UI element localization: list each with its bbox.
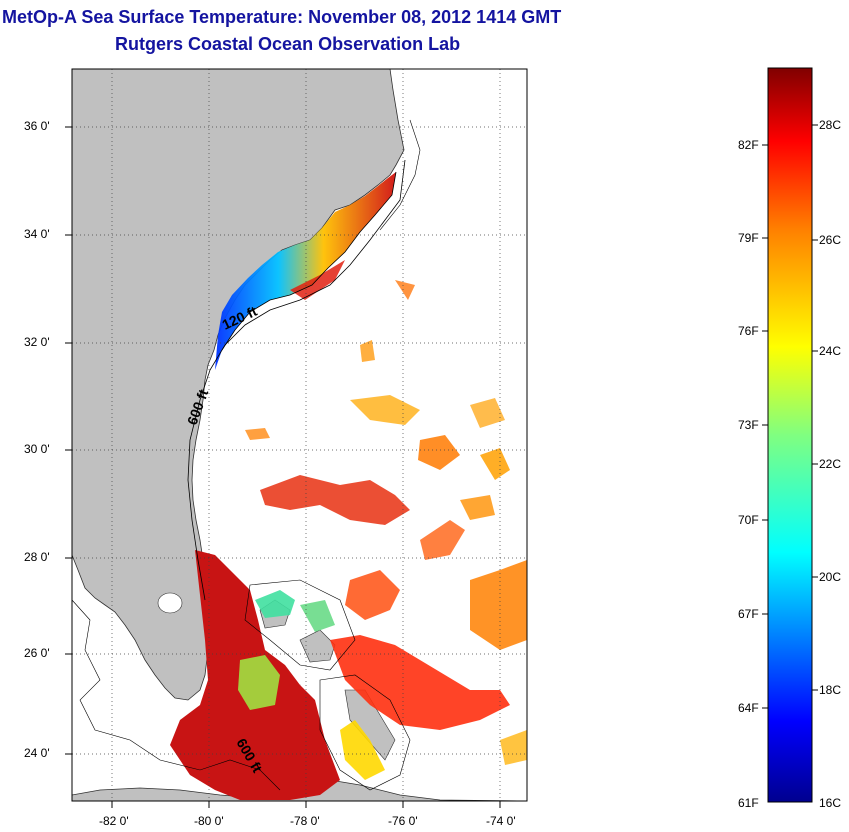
colorbar-c-label: 26C [819, 233, 842, 247]
colorbar-c-label: 16C [819, 796, 842, 810]
lat-tick-label: 30 0' [24, 442, 50, 456]
colorbar-c-label: 28C [819, 118, 842, 132]
map-title: MetOp-A Sea Surface Temperature: Novembe… [2, 7, 562, 27]
colorbar-f-label: 70F [738, 513, 759, 527]
lat-tick-label: 32 0' [24, 335, 50, 349]
lat-tick-label: 36 0' [24, 119, 50, 133]
colorbar-f-label: 67F [738, 607, 759, 621]
lat-tick-label: 34 0' [24, 227, 50, 241]
colorbar-c-label: 20C [819, 570, 842, 584]
lon-tick-label: -78 0' [290, 814, 320, 828]
colorbar-f-label: 76F [738, 324, 759, 338]
colorbar-f-label: 79F [738, 231, 759, 245]
contour-600ft [187, 159, 406, 601]
colorbar-f-label: 82F [738, 138, 759, 152]
land-mass [72, 69, 405, 701]
lon-tick-label: -82 0' [99, 814, 129, 828]
colorbar-f-label: 64F [738, 701, 759, 715]
sst-coastal-band [215, 172, 396, 370]
lat-tick-label: 28 0' [24, 550, 50, 564]
lat-tick-label: 26 0' [24, 646, 50, 660]
map-subtitle: Rutgers Coastal Ocean Observation Lab [115, 34, 461, 54]
map-border [71, 68, 528, 802]
lon-tick-label: -74 0' [486, 814, 516, 828]
colorbar-f-label: 73F [738, 418, 759, 432]
contour-120ft [221, 171, 397, 351]
colorbar-c-label: 22C [819, 457, 842, 471]
lon-tick-label: -76 0' [388, 814, 418, 828]
lat-tick-label: 24 0' [24, 746, 50, 760]
colorbar-c-label: 24C [819, 344, 842, 358]
colorbar-f-label: 61F [738, 796, 759, 810]
colorbar [767, 67, 813, 803]
colorbar-c-label: 18C [819, 683, 842, 697]
lon-tick-label: -80 0' [194, 814, 224, 828]
